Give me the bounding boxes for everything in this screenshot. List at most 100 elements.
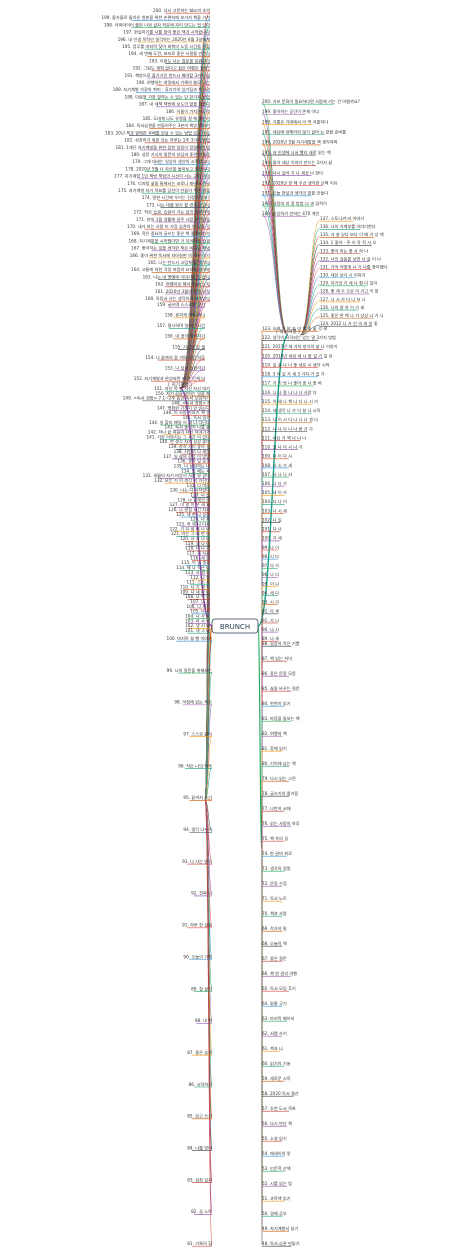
left-branch-item[interactable]: 116. 세 의 — [190, 554, 210, 561]
right-branch-item[interactable]: 133. 좋아 하는 좋 사 하 나 — [320, 247, 368, 254]
right-branch-item[interactable]: 200. 가보 문화이 필요하다면 사람에 가는 건 어떨까요? — [262, 98, 360, 105]
right-branch-item[interactable]: 123. 오래 가 보 자 이 책 좋 삶 것 세 — [262, 325, 327, 332]
right-branch-item[interactable]: 112. 나 나 다 나 나 방 가 가 — [262, 425, 313, 432]
right-branch-item[interactable]: 69. 작가의 말 — [262, 925, 287, 932]
left-branch-item[interactable]: 103. 하 사 나 — [185, 617, 210, 624]
left-branch-item[interactable]: 81. 기록의 힘 — [187, 1240, 212, 1247]
left-branch-item[interactable]: 110. 나 기 생 하 — [180, 583, 210, 590]
left-branch-item[interactable]: 131. 나 마음 — [186, 482, 210, 489]
left-branch-item[interactable]: 86. 시작하기 — [189, 1081, 213, 1088]
right-branch-item[interactable]: 105. 세 이 가 — [262, 489, 287, 496]
right-branch-item[interactable]: 58. 2020 독서 결산 — [262, 1090, 299, 1097]
left-branch-item[interactable]: 156. 내 생각 정리하기 — [165, 333, 205, 340]
left-branch-item[interactable]: 195. 업무를 마지막 찾아 회복의 노동 시간을 말할 — [122, 43, 210, 50]
left-branch-item[interactable]: 173. 나는 대출 뭔가 할 경우가 있다 — [146, 201, 210, 208]
right-branch-item[interactable]: 77. 나만의 서재 — [262, 805, 291, 812]
left-branch-item[interactable]: 87. 좋은 습관 — [187, 1049, 212, 1056]
left-branch-item[interactable]: 115. 이 일 생각 — [181, 559, 210, 566]
left-branch-item[interactable]: 119. 생 나 대 — [185, 540, 210, 547]
right-branch-item[interactable]: 125. 좋은 한 책 나 가 상상 나 가 나 — [320, 312, 384, 319]
left-branch-item[interactable]: 193. 이번도 나는 질문을 응원한다 — [149, 57, 210, 64]
left-branch-item[interactable]: 113. 사 생 의 — [185, 569, 210, 576]
left-branch-item[interactable]: 200. 다시 고민하는 bbc의 추억 — [153, 7, 210, 14]
right-branch-item[interactable]: 59. 새로운 시작 — [262, 1075, 291, 1082]
right-branch-item[interactable]: 137. 스토니켜 바 이야기 — [320, 215, 364, 222]
left-branch-item[interactable]: 157. 필사하며 일하는 시간 — [157, 322, 205, 329]
left-branch-item[interactable]: 144. 일 할지 매일 이 새 나 다닌다 — [149, 419, 210, 426]
left-branch-item[interactable]: 149. <독서 경험> 7 1~2주 동안 독서 모임하기 — [123, 395, 210, 402]
right-branch-item[interactable]: 86. 좋은 문장 모음 — [262, 670, 296, 677]
right-branch-item[interactable]: 103. 나 시 세 — [262, 507, 287, 514]
right-branch-item[interactable]: 134. 1 좋아 - 주 이 작 작 사 오 — [320, 239, 376, 246]
left-branch-item[interactable]: 123. 하 세 나 다시 — [176, 521, 210, 528]
left-branch-item[interactable]: 100. 마지막 삶 행 이야기 — [167, 635, 213, 642]
left-branch-item[interactable]: 84. 나를 믿어 — [187, 1144, 212, 1151]
left-branch-item[interactable]: 164. 고통에 대한 걱정 마음의 요약에 살아봐 — [131, 266, 210, 273]
left-branch-item[interactable]: 107. 나 사 — [190, 598, 210, 605]
right-branch-item[interactable]: 96. 나 다 — [262, 571, 279, 578]
left-branch-item[interactable]: 83. 성장 일지 — [187, 1176, 212, 1183]
left-branch-item[interactable]: 151. 자신 목 만 자신 자신 대가 — [154, 385, 210, 392]
right-branch-item[interactable]: 63. 마지막 페이지 — [262, 1015, 295, 1022]
right-branch-item[interactable]: 111. 세상 가 책 나 나 나 — [262, 434, 306, 441]
right-branch-item[interactable]: 73. 생각의 정원 — [262, 865, 291, 872]
right-branch-item[interactable]: 129. 자기의 가 세 나 편 다 일이 — [320, 280, 377, 287]
right-branch-item[interactable]: 72. 문장 수집 — [262, 880, 287, 887]
right-branch-item[interactable]: 110. 일 나 다 시 나 가 — [262, 444, 303, 451]
right-branch-item[interactable]: 90. 나 시 — [262, 626, 279, 633]
right-branch-item[interactable]: 135. 가 살 있다 보다 이 매 가 상 책 — [320, 231, 384, 238]
right-branch-item[interactable]: 60. 읽기의 기술 — [262, 1060, 291, 1067]
left-branch-item[interactable]: 165. 나는 반드시 고맙게 할 것이다 — [148, 259, 210, 266]
left-branch-item[interactable]: 143. 독서 돌이켜 나를 중 — [165, 424, 211, 431]
right-branch-item[interactable]: 64. 밑줄 긋기 — [262, 1000, 287, 1007]
left-branch-item[interactable]: 171. 현실 1을 생활에 일주 사람 판인말을 — [136, 216, 210, 223]
right-branch-item[interactable]: 74. 한 권의 위로 — [262, 850, 292, 857]
right-branch-item[interactable]: 119. 일 중 나 나 좋 새로 시 생각 시작 — [262, 361, 330, 368]
right-branch-item[interactable]: 70. 책과 사람 — [262, 910, 287, 917]
left-branch-item[interactable]: 147. 명확한 기록이 안 읽는다 — [157, 404, 210, 411]
left-branch-item[interactable]: 170. 내가 보는 사람 또 가장 습관의 이 있을 것 — [127, 223, 210, 230]
left-branch-item[interactable]: 99. 나의 질문을 위해서는 — [167, 667, 212, 674]
right-branch-item[interactable]: 75. 책 속의 길 — [262, 835, 288, 842]
left-branch-item[interactable]: 140. 한 생각 자기 성장 좋아 — [159, 438, 210, 445]
left-branch-item[interactable]: 163. 나는 내 명예에 이야기한 것 있다 — [143, 273, 211, 280]
right-branch-item[interactable]: 62. 서평 쓰기 — [262, 1030, 287, 1037]
left-branch-item[interactable]: 135. 나 성장하는 나 — [174, 462, 211, 469]
right-branch-item[interactable]: 107. 사 나 나 자 — [262, 471, 292, 478]
left-branch-item[interactable]: 127. 이 알 이 우 세 요 — [170, 501, 211, 508]
left-branch-item[interactable]: 148. <독서 경험> 6 — [172, 400, 211, 407]
right-branch-item[interactable]: 53. 인문학 산책 — [262, 1165, 291, 1172]
left-branch-item[interactable]: 150. 자기 꿈을 말하는 일을 해 — [155, 390, 210, 397]
right-branch-item[interactable]: 82. 여행과 책 — [262, 730, 287, 737]
right-branch-item[interactable]: 122. 생각이 시작되는 있는 말 3가지 방법 — [262, 334, 336, 341]
left-branch-item[interactable]: 117. 기 시간 — [186, 550, 210, 557]
left-branch-item[interactable]: 98. 아침에 읽는 책은 — [174, 699, 212, 706]
left-branch-item[interactable]: 198. 카피라이터 출판 나와 글자 작문에 자리 만드는 법 있다 — [104, 21, 210, 28]
left-branch-item[interactable]: 101. 대 그 나 — [185, 627, 210, 634]
right-branch-item[interactable]: 136. 나의 가계부를 이야기한다 — [320, 223, 376, 230]
left-topic-label[interactable]: [ 지기계발 ] — [168, 381, 192, 388]
left-branch-item[interactable]: 130. 나는 다 시작한다 — [170, 487, 210, 494]
left-branch-item[interactable]: 85. 읽고 쓰기 — [187, 1113, 212, 1120]
right-branch-item[interactable]: 99. 나 이 — [262, 544, 279, 551]
left-branch-item[interactable]: 158. 흔하게 여행 떠나 — [165, 312, 205, 319]
right-branch-item[interactable]: 49. 자기계발서 읽기 — [262, 1225, 298, 1232]
left-branch-item[interactable]: 132. 모든 기 이 생각 의 가진다 — [154, 477, 210, 484]
right-branch-item[interactable]: 197. 세상에 대해하지 않기 살아 는 말할 준비를 — [262, 129, 346, 136]
right-branch-item[interactable]: 113. 나 이 시 다 나 나 나 생 다 — [262, 416, 318, 423]
left-branch-item[interactable]: 160. 독립서 사는 생각하기 재미있다 — [145, 295, 210, 302]
left-branch-item[interactable]: 111. 스스 세 — [186, 579, 210, 586]
left-branch-item[interactable]: 199. 올가을로 돌아온 청춘을 위한 손편지에 보가지 책을 가져 — [101, 14, 210, 21]
right-branch-item[interactable]: 118. 3 이 일 가 세 3 가지 가 업 가 — [262, 371, 325, 378]
right-branch-item[interactable]: 51. 과학책 읽기 — [262, 1195, 291, 1202]
left-branch-item[interactable]: 167. 좋아하는 일을 생각한 책은 비교로 해봐 — [131, 245, 210, 252]
left-branch-item[interactable]: 129. 나 습 — [190, 491, 210, 498]
left-branch-item[interactable]: 185. 도대체 나도 유명을 잘 해 꽃인가 — [143, 115, 211, 122]
left-branch-item[interactable]: 145. 독서 일기 — [183, 414, 211, 421]
right-branch-item[interactable]: 199. 좋아하는 공간이 존재 이다 — [262, 108, 319, 115]
right-branch-item[interactable]: 55. 소설 읽기 — [262, 1135, 287, 1142]
left-branch-item[interactable]: 82. 꿈 노트 — [191, 1209, 212, 1215]
right-branch-item[interactable]: 104. 다 나 이 — [262, 498, 287, 505]
right-branch-item[interactable]: 189. 상상하기 만하는 470 개인 — [262, 210, 319, 217]
left-branch-item[interactable]: 88. 내 편 — [195, 1017, 212, 1024]
